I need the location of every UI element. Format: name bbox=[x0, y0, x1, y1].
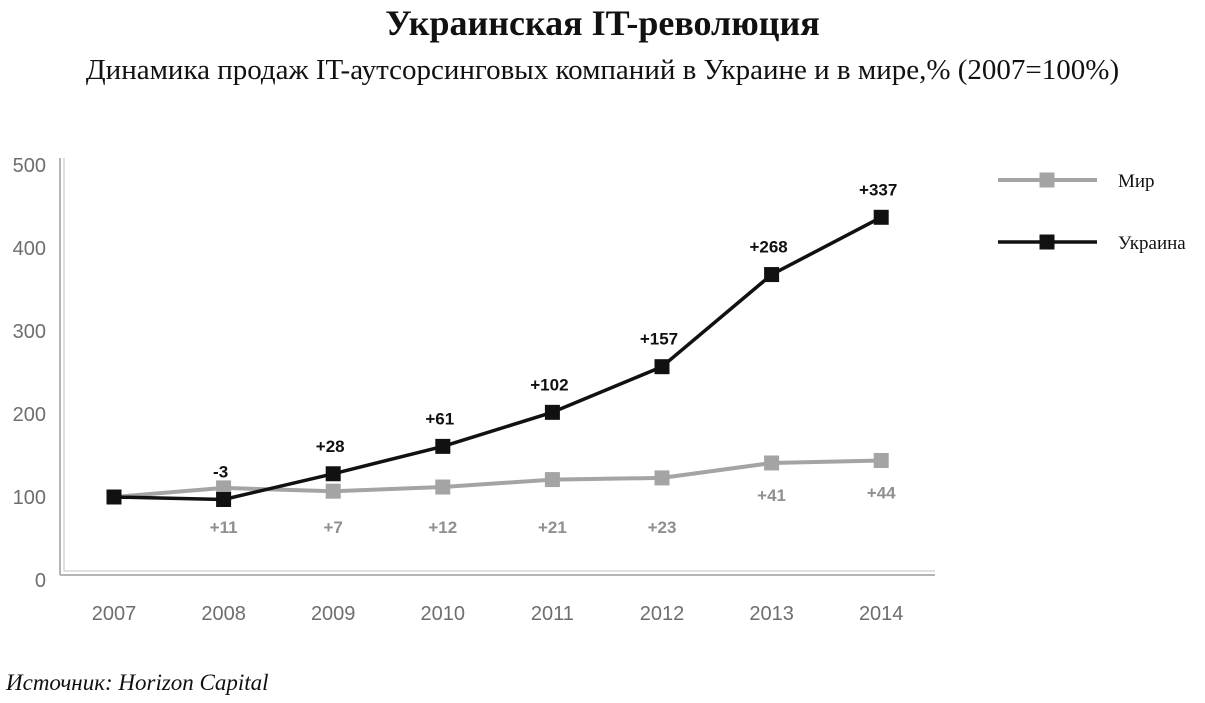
data-label-world: +11 bbox=[210, 518, 238, 537]
data-label-ukraine: +337 bbox=[859, 180, 897, 199]
series-point-ukraine bbox=[325, 466, 341, 482]
series-point-ukraine bbox=[106, 489, 122, 505]
chart-series bbox=[106, 209, 889, 507]
data-label-ukraine: +157 bbox=[640, 330, 678, 349]
series-point-world bbox=[435, 479, 451, 495]
series-point-ukraine bbox=[764, 267, 780, 283]
y-tick-label: 0 bbox=[35, 570, 46, 592]
y-tick-label: 200 bbox=[13, 404, 46, 426]
series-point-ukraine bbox=[873, 209, 889, 225]
series-point-ukraine bbox=[216, 491, 232, 507]
legend-label-world: Мир bbox=[1118, 171, 1155, 192]
series-point-world bbox=[654, 470, 670, 486]
data-label-ukraine: +268 bbox=[749, 238, 787, 257]
data-label-world: +23 bbox=[648, 518, 677, 537]
source-note: Источник: Horizon Capital bbox=[6, 670, 269, 695]
data-label-ukraine: +102 bbox=[530, 375, 568, 394]
data-label-world: +12 bbox=[428, 518, 457, 537]
y-tick-label: 100 bbox=[13, 487, 46, 509]
series-point-ukraine bbox=[544, 404, 560, 420]
x-tick-label: 2009 bbox=[311, 603, 356, 625]
series-point-world bbox=[544, 472, 560, 488]
y-tick-label: 500 bbox=[13, 155, 46, 177]
x-tick-label: 2008 bbox=[201, 603, 246, 625]
legend-label-ukraine: Украина bbox=[1118, 233, 1186, 254]
series-point-world bbox=[216, 480, 232, 496]
series-point-ukraine bbox=[654, 359, 670, 375]
data-label-world: +41 bbox=[757, 486, 786, 505]
x-tick-label: 2010 bbox=[421, 603, 466, 625]
chart-legend: Мир Украина bbox=[998, 171, 1186, 254]
x-tick-label: 2014 bbox=[859, 603, 904, 625]
series-point-world bbox=[873, 452, 889, 468]
series-point-world bbox=[325, 483, 341, 499]
series-line-ukraine bbox=[113, 215, 883, 502]
data-label-ukraine: +61 bbox=[425, 409, 454, 428]
x-tick-label: 2011 bbox=[531, 603, 574, 625]
x-tick-label: 2012 bbox=[640, 603, 685, 625]
chart-subtitle: Динамика продаж IT-аутсорсинговых компан… bbox=[85, 54, 1120, 86]
chart-data-labels: +11 +7 +12 +21 +23 +41 +44 -3 +28 +61 +102 +157 +268… bbox=[210, 180, 898, 537]
data-label-world: +21 bbox=[538, 518, 567, 537]
legend-marker-ukraine bbox=[1039, 234, 1055, 250]
data-label-ukraine: +28 bbox=[316, 437, 345, 456]
series-point-ukraine bbox=[435, 438, 451, 454]
data-label-world: +44 bbox=[867, 483, 896, 502]
series-point-world bbox=[764, 455, 780, 471]
chart-axes: 500 400 300 200 100 0 2007 2008 2009 2010 2011 2012… bbox=[13, 155, 935, 625]
x-tick-label: 2007 bbox=[92, 603, 137, 625]
y-tick-label: 400 bbox=[13, 238, 46, 260]
data-label-world: +7 bbox=[324, 518, 343, 537]
y-tick-label: 300 bbox=[13, 321, 46, 343]
data-label-ukraine: -3 bbox=[213, 462, 228, 481]
chart-title: Украинская IT-революция bbox=[385, 3, 820, 43]
legend-marker-world bbox=[1039, 172, 1055, 188]
series-line-world bbox=[113, 458, 882, 499]
x-tick-label: 2013 bbox=[749, 603, 794, 625]
